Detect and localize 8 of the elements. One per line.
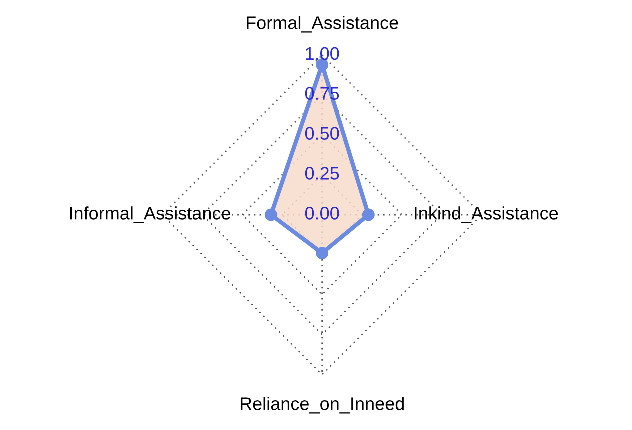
y-tick-label: 0.25 [305,167,340,180]
y-tick-label: 1.00 [306,47,340,60]
spoke-label: Reliance_on_Inneed [240,397,404,414]
spoke-label: Formal_Assistance [247,16,398,33]
spoke-label: Inkind_Assistance [415,206,558,224]
y-tick-label: 0.00 [305,207,340,220]
y-tick-label: 0.50 [305,127,340,140]
spoke-label: Informal_Assistance [70,206,230,224]
